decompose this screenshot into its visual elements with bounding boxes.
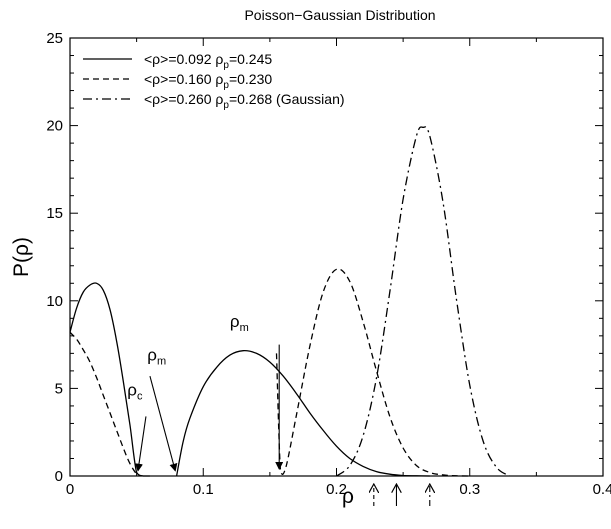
legend-label-2: <ρ>=0.160 ρp=0.230 — [144, 71, 272, 91]
chart-title: Poisson−Gaussian Distribution — [244, 7, 435, 23]
x-tick-label: 0.3 — [459, 481, 480, 498]
x-tick-label: 0.2 — [326, 481, 347, 498]
x-axis-title: ρ — [342, 485, 354, 508]
annotation-m-2: ρm — [147, 345, 166, 367]
x-tick-label: 0.1 — [193, 481, 214, 498]
y-tick-label: 0 — [55, 468, 63, 485]
x-tick-label: 0.4 — [593, 481, 611, 498]
series-2-line — [69, 331, 140, 477]
legend-label-1: <ρ>=0.092 ρp=0.245 — [144, 51, 272, 71]
annotation-arrow-1 — [135, 416, 147, 472]
annotation-arrow-2 — [149, 375, 178, 472]
y-axis-title: P(ρ) — [10, 237, 33, 277]
legend-label-3: <ρ>=0.260 ρp=0.268 (Gaussian) — [144, 91, 345, 111]
series-curves — [69, 126, 511, 477]
series-2-line — [275, 268, 470, 477]
y-tick-label: 25 — [46, 30, 63, 47]
legend: <ρ>=0.092 ρp=0.245<ρ>=0.160 ρp=0.230<ρ>=… — [83, 51, 345, 111]
y-tick-label: 10 — [46, 293, 63, 310]
series-1-line — [175, 350, 430, 477]
y-tick-label: 5 — [55, 380, 63, 397]
annotation-m-3: ρm — [230, 312, 249, 334]
y-tick-label: 15 — [46, 205, 63, 222]
series-1-line — [69, 282, 150, 477]
x-tick-label: 0 — [66, 481, 74, 498]
axis-ticks: 0 0.1 0.2 0.3 0.4 0 5 10 15 20 25 — [46, 30, 611, 498]
annotation-c-1: ρc — [127, 380, 143, 402]
y-tick-label: 20 — [46, 118, 63, 135]
series-3-line — [336, 126, 511, 477]
x-axis-arrows — [374, 484, 430, 506]
